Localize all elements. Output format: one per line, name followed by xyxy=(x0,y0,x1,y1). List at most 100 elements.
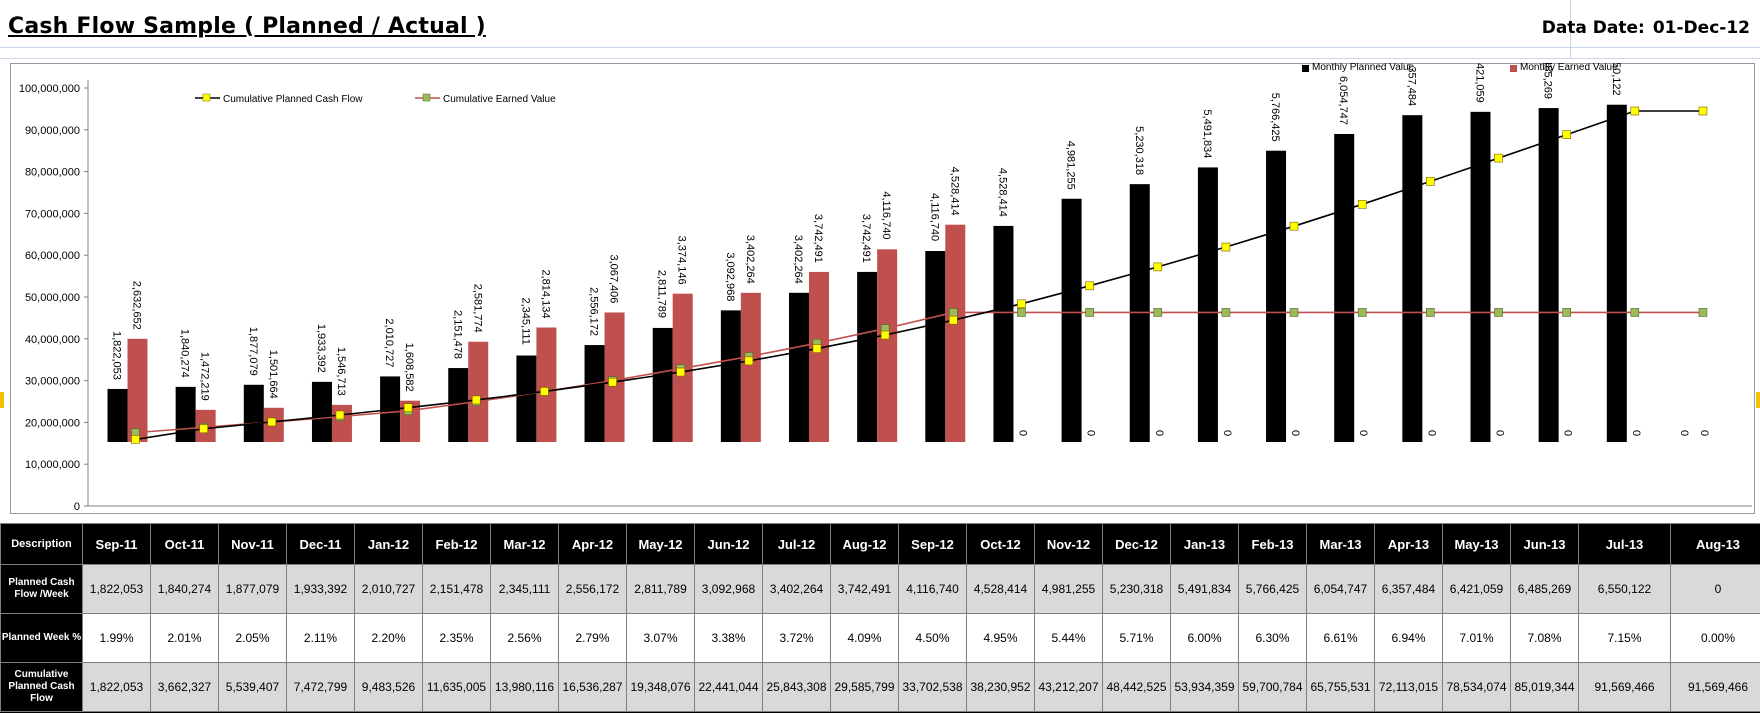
table-cell[interactable]: 3.07% xyxy=(626,613,695,663)
table-cell[interactable]: 6,421,059 xyxy=(1442,564,1511,614)
table-cell[interactable]: 3,402,264 xyxy=(762,564,831,614)
planned-value-bar xyxy=(720,310,741,442)
table-cell[interactable]: 2,811,789 xyxy=(626,564,695,614)
table-cell[interactable]: 43,212,207 xyxy=(1034,662,1103,712)
table-cell[interactable]: 4,981,255 xyxy=(1034,564,1103,614)
table-cell[interactable]: 5,539,407 xyxy=(218,662,287,712)
planned-value-data-label: 6,357,484 xyxy=(1405,63,1417,106)
table-cell[interactable]: 85,019,344 xyxy=(1510,662,1579,712)
planned-value-bar xyxy=(1061,198,1082,442)
table-cell[interactable]: 2.05% xyxy=(218,613,287,663)
table-cell[interactable]: 6,485,269 xyxy=(1510,564,1579,614)
cumulative-planned-cash-flow-marker xyxy=(1221,242,1231,252)
table-cell[interactable]: 22,441,044 xyxy=(694,662,763,712)
table-cell[interactable]: 2,151,478 xyxy=(422,564,491,614)
table-cell[interactable]: 4.95% xyxy=(966,613,1035,663)
table-cell[interactable]: 13,980,116 xyxy=(490,662,559,712)
table-cell[interactable]: 1.99% xyxy=(82,613,151,663)
table-cell[interactable]: 3,742,491 xyxy=(830,564,899,614)
table-cell[interactable]: 2,556,172 xyxy=(558,564,627,614)
table-cell[interactable]: 1,822,053 xyxy=(82,564,151,614)
table-cell[interactable]: 4.09% xyxy=(830,613,899,663)
table-cell[interactable]: 78,534,074 xyxy=(1442,662,1511,712)
table-cell[interactable]: 2.01% xyxy=(150,613,219,663)
table-cell[interactable]: 1,877,079 xyxy=(218,564,287,614)
table-cell[interactable]: 2.35% xyxy=(422,613,491,663)
table-cell[interactable]: 6.61% xyxy=(1306,613,1375,663)
table-cell[interactable]: 53,934,359 xyxy=(1170,662,1239,712)
table-cell[interactable]: 2.20% xyxy=(354,613,423,663)
table-cell[interactable]: 38,230,952 xyxy=(966,662,1035,712)
table-cell[interactable]: 9,483,526 xyxy=(354,662,423,712)
table-cell[interactable]: 4,528,414 xyxy=(966,564,1035,614)
table-cell[interactable]: 3,662,327 xyxy=(150,662,219,712)
planned-value-bar xyxy=(107,388,128,442)
planned-value-bar xyxy=(448,368,469,442)
table-cell[interactable]: 0.00% xyxy=(1670,613,1760,663)
table-cell[interactable]: 3,092,968 xyxy=(694,564,763,614)
cumulative-planned-cash-flow-marker xyxy=(1630,106,1640,116)
table-cell[interactable]: 5.71% xyxy=(1102,613,1171,663)
earned-value-data-label: 3,402,264 xyxy=(744,235,756,284)
cash-flow-chart[interactable]: 0 10,000,000 20,000,000 30,000,000 40,000,00… xyxy=(10,63,1755,514)
table-cell[interactable]: 7.01% xyxy=(1442,613,1511,663)
table-cell[interactable]: 91,569,466 xyxy=(1670,662,1760,712)
table-month-header: Dec-12 xyxy=(1102,523,1171,565)
table-cell[interactable]: 1,840,274 xyxy=(150,564,219,614)
table-cell[interactable]: 5.44% xyxy=(1034,613,1103,663)
y-tick-label: 20,000,000 xyxy=(25,417,80,429)
table-cell[interactable]: 2.79% xyxy=(558,613,627,663)
table-cell[interactable]: 11,635,005 xyxy=(422,662,491,712)
table-cell[interactable]: 6,054,747 xyxy=(1306,564,1375,614)
table-cell[interactable]: 25,843,308 xyxy=(762,662,831,712)
table-cell[interactable]: 3.38% xyxy=(694,613,763,663)
table-cell[interactable]: 7,472,799 xyxy=(286,662,355,712)
table-cell[interactable]: 59,700,784 xyxy=(1238,662,1307,712)
table-cell[interactable]: 19,348,076 xyxy=(626,662,695,712)
table-month-header: Jan-13 xyxy=(1170,523,1239,565)
table-cell[interactable]: 65,755,531 xyxy=(1306,662,1375,712)
table-cell[interactable]: 2,010,727 xyxy=(354,564,423,614)
cumulative-planned-cash-flow-marker xyxy=(1289,221,1299,231)
y-tick-label: 50,000,000 xyxy=(25,292,80,304)
table-cell[interactable]: 29,585,799 xyxy=(830,662,899,712)
table-cell[interactable]: 4,116,740 xyxy=(898,564,967,614)
table-cell[interactable]: 33,702,538 xyxy=(898,662,967,712)
table-cell[interactable]: 0 xyxy=(1670,564,1760,614)
y-tick-label: 10,000,000 xyxy=(25,459,80,471)
table-cell[interactable]: 6.30% xyxy=(1238,613,1307,663)
cumulative-planned-cash-flow-marker xyxy=(1562,130,1571,139)
table-cell[interactable]: 2.56% xyxy=(490,613,559,663)
table-row-label: Planned Week % xyxy=(0,613,83,663)
planned-value-bar xyxy=(516,355,537,442)
table-cell[interactable]: 6.00% xyxy=(1170,613,1239,663)
table-cell[interactable]: 72,113,015 xyxy=(1374,662,1443,712)
table-cell[interactable]: 6.94% xyxy=(1374,613,1443,663)
table-cell[interactable]: 2,345,111 xyxy=(490,564,559,614)
table-cell[interactable]: 1,822,053 xyxy=(82,662,151,712)
row-selection-marker xyxy=(1756,392,1760,408)
table-cell[interactable]: 5,230,318 xyxy=(1102,564,1171,614)
table-cell[interactable]: 2.11% xyxy=(286,613,355,663)
table-cell[interactable]: 6,550,122 xyxy=(1578,564,1671,614)
planned-value-data-label: 6,485,269 xyxy=(1542,63,1554,99)
table-cell[interactable]: 5,766,425 xyxy=(1238,564,1307,614)
planned-value-data-label: 2,010,727 xyxy=(383,318,395,367)
y-tick-label: 60,000,000 xyxy=(25,250,80,262)
grid-line xyxy=(0,58,1760,59)
planned-value-data-label: 6,421,059 xyxy=(1474,63,1486,103)
table-cell[interactable]: 3.72% xyxy=(762,613,831,663)
earned-value-bar xyxy=(468,341,489,442)
table-cell[interactable]: 6,357,484 xyxy=(1374,564,1443,614)
table-month-header: Oct-11 xyxy=(150,523,219,565)
table-cell[interactable]: 5,491,834 xyxy=(1170,564,1239,614)
table-cell[interactable]: 1,933,392 xyxy=(286,564,355,614)
cumulative-planned-cash-flow-marker xyxy=(199,424,208,434)
table-cell[interactable]: 4.50% xyxy=(898,613,967,663)
table-cell[interactable]: 91,569,466 xyxy=(1578,662,1671,712)
table-cell[interactable]: 7.15% xyxy=(1578,613,1671,663)
table-cell[interactable]: 48,442,525 xyxy=(1102,662,1171,712)
table-cell[interactable]: 16,536,287 xyxy=(558,662,627,712)
table-cell[interactable]: 7.08% xyxy=(1510,613,1579,663)
